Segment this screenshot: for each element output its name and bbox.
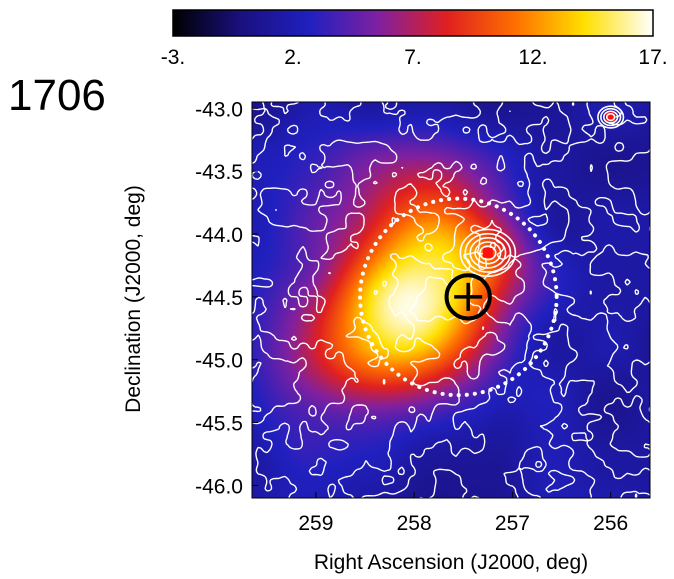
x-tick-label: 256 [593, 512, 628, 535]
colorbar-tick-label: 12. [518, 46, 547, 69]
colorbar: -3. 2. 7. 12. 17. [161, 9, 668, 69]
y-tick-label: -44.0 [195, 224, 243, 247]
x-tick-label: 259 [298, 512, 333, 535]
pulsar-contours [459, 105, 625, 278]
heatmap-image [252, 102, 650, 498]
colorbar-tick-label: 17. [638, 46, 667, 69]
pulsar-contour-ring [600, 107, 622, 127]
pulsar-core [482, 247, 493, 258]
y-tick-label: -46.0 [195, 475, 243, 498]
panel-label: 1706 [8, 71, 106, 120]
pulsar-contour-ring [464, 232, 512, 273]
y-tick-label: -45.0 [195, 350, 243, 373]
colorbar-tick-label: 2. [284, 46, 302, 69]
y-tick-label: -45.5 [195, 413, 243, 436]
pulsar-contour-ring [605, 112, 616, 122]
emission-contours [252, 102, 650, 498]
y-axis-label: Declination (J2000, deg) [122, 185, 145, 413]
plot-frame [251, 101, 651, 499]
pulsar-contour-ring [597, 105, 625, 129]
source-marker [444, 273, 492, 321]
pulsar-contour-ring [479, 245, 497, 261]
y-axis-ticks: -43.0 -43.5 -44.0 -44.5 -45.0 -45.5 -46.0 [195, 98, 258, 498]
x-tick-label: 257 [495, 512, 530, 535]
x-axis-label: Right Ascension (J2000, deg) [314, 551, 588, 574]
x-axis-ticks: 259 258 257 256 [298, 492, 628, 535]
emission-contour-path [252, 102, 650, 498]
x-tick-label: 258 [397, 512, 432, 535]
plot-area: 259 258 257 256 -43.0-43.5-44.0-44.5-45.0-4… [195, 98, 651, 535]
source-marker-circle [444, 273, 492, 321]
y-tick-label: -43.0 [195, 98, 243, 121]
extent-dotted-circle [358, 196, 559, 398]
pulsar-contour-ring [474, 241, 502, 265]
pulsar-contour-ring [459, 228, 517, 278]
colorbar-tick-label: -3. [161, 46, 186, 69]
y-tick-label: -44.5 [195, 287, 243, 310]
pulsar-core [605, 112, 616, 123]
pulsar-contour-ring [603, 110, 619, 124]
colorbar-ticks: -3. 2. 7. 12. 17. [161, 46, 668, 69]
colorbar-tick-label: 7. [404, 46, 422, 69]
y-tick-label: -43.5 [195, 161, 243, 184]
pulsar-contour-ring [469, 237, 507, 269]
colorbar-bar [172, 9, 654, 37]
